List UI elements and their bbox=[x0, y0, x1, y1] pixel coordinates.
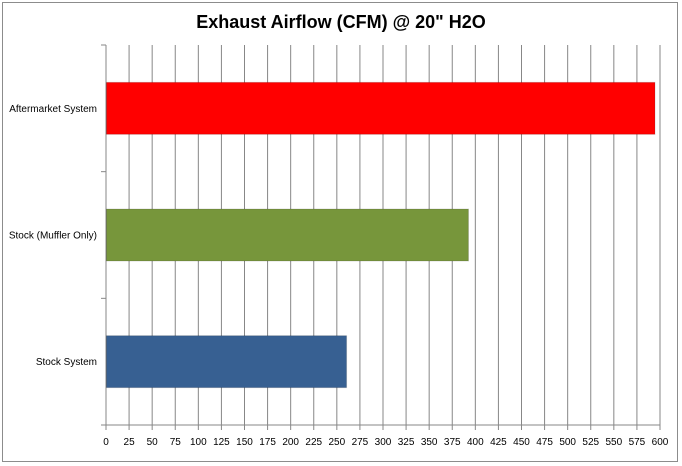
x-tick-label: 200 bbox=[282, 437, 299, 448]
x-tick-label: 25 bbox=[124, 437, 136, 448]
bars bbox=[106, 81, 656, 389]
x-tick-label: 100 bbox=[190, 437, 207, 448]
x-tick-label: 600 bbox=[652, 437, 669, 448]
x-tick-label: 400 bbox=[467, 437, 484, 448]
x-tick-label: 125 bbox=[213, 437, 230, 448]
x-tick-label: 450 bbox=[513, 437, 530, 448]
x-tick-label: 300 bbox=[375, 437, 392, 448]
x-tick-label: 50 bbox=[147, 437, 159, 448]
x-tick-label: 250 bbox=[328, 437, 345, 448]
y-category-label: Stock (Muffler Only) bbox=[9, 231, 97, 242]
x-tick-label: 0 bbox=[103, 437, 109, 448]
y-category-label: Stock System bbox=[36, 357, 97, 368]
x-tick-label: 525 bbox=[582, 437, 599, 448]
x-tick-label: 225 bbox=[305, 437, 322, 448]
bar-stock-system bbox=[106, 335, 348, 389]
x-tick-label: 575 bbox=[629, 437, 646, 448]
x-tick-label: 325 bbox=[398, 437, 415, 448]
x-tick-label: 75 bbox=[170, 437, 182, 448]
x-tick-label: 150 bbox=[236, 437, 253, 448]
x-tick-label: 500 bbox=[559, 437, 576, 448]
axis-labels: 0 25 50 75 100 125 150 175 200 225 250 275 300 325 350… bbox=[9, 104, 669, 448]
x-tick-label: 350 bbox=[421, 437, 438, 448]
x-tick-label: 275 bbox=[352, 437, 369, 448]
axes bbox=[101, 44, 661, 430]
x-tick-label: 475 bbox=[536, 437, 553, 448]
x-tick-label: 375 bbox=[444, 437, 461, 448]
x-tick-label: 175 bbox=[259, 437, 276, 448]
bar-stock-muffler-only bbox=[106, 208, 469, 262]
y-category-label: Aftermarket System bbox=[9, 104, 97, 115]
x-tick-label: 425 bbox=[490, 437, 507, 448]
chart-title: Exhaust Airflow (CFM) @ 20" H2O bbox=[196, 12, 486, 32]
x-tick-label: 550 bbox=[605, 437, 622, 448]
bar-aftermarket-system bbox=[106, 81, 656, 135]
